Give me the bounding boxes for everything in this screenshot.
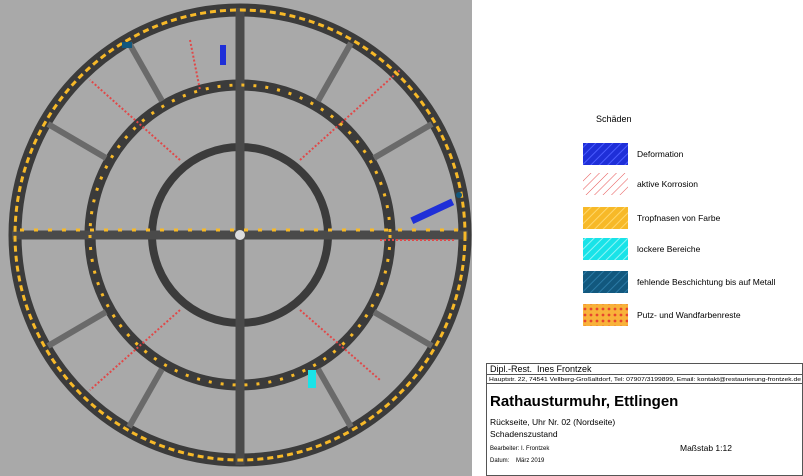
legend-item: lockere Bereiche (637, 244, 701, 254)
legend-title: Schäden (596, 114, 632, 124)
state: Schadenszustand (490, 429, 558, 439)
document-title: Rathausturmuhr, Ettlingen (490, 393, 678, 410)
legend-swatch (583, 207, 628, 229)
clock-drawing (0, 0, 472, 476)
legend-item: Putz- und Wandfarbenreste (637, 310, 741, 320)
scale: Maßstab 1:12 (680, 443, 732, 453)
legend-item: Deformation (637, 149, 684, 159)
subtitle: Rückseite, Uhr Nr. 02 (Nordseite) (490, 417, 615, 427)
author: Dipl.-Rest. Ines Frontzek (490, 364, 592, 374)
legend-item: aktive Korrosion (637, 179, 698, 189)
legend-swatch (583, 304, 628, 326)
legend: Schäden Deformation aktive Korrosion Tro… (583, 114, 776, 326)
legend-swatch (583, 173, 628, 195)
legend-swatch (583, 271, 628, 293)
address: Hauptstr. 22, 74541 Vellberg-Großaltdorf… (489, 377, 801, 383)
legend-item: Tropfnasen von Farbe (637, 213, 721, 223)
date: Datum: März 2019 (490, 458, 545, 464)
legend-item: fehlende Beschichtung bis auf Metall (637, 277, 776, 287)
editor: Bearbeiter: I. Frontzek (490, 446, 550, 452)
legend-swatch (583, 238, 628, 260)
legend-swatch (583, 143, 628, 165)
title-block: Dipl.-Rest. Ines Frontzek Hauptstr. 22, … (486, 363, 803, 476)
